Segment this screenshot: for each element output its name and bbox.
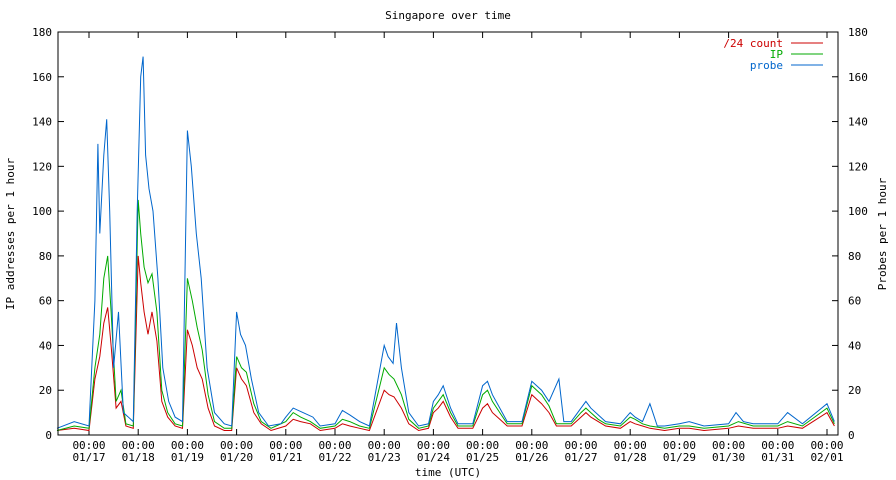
y-tick-label: 40 <box>39 339 52 352</box>
x-tick-date-label: 02/01 <box>810 451 843 464</box>
y-tick-label: 140 <box>32 116 52 129</box>
series-line <box>56 255 835 432</box>
y-tick-label: 0 <box>45 429 52 442</box>
x-tick-time-label: 00:00 <box>466 439 499 452</box>
x-axis-label: time (UTC) <box>415 466 481 479</box>
y2-tick-label: 60 <box>848 295 861 308</box>
x-tick-date-label: 01/25 <box>466 451 499 464</box>
chart-title: Singapore over time <box>385 9 511 22</box>
y-tick-label: 80 <box>39 250 52 263</box>
x-tick-time-label: 00:00 <box>810 439 843 452</box>
y2-tick-label: 120 <box>848 160 868 173</box>
x-tick-time-label: 00:00 <box>564 439 597 452</box>
x-tick-date-label: 01/22 <box>318 451 351 464</box>
x-tick-time-label: 00:00 <box>269 439 302 452</box>
axes: 0 0 20 20 40 40 60 60 80 80 100 100 120 120 140 140 160 1… <box>32 26 868 464</box>
x-tick-date-label: 01/31 <box>761 451 794 464</box>
x-tick-time-label: 00:00 <box>712 439 745 452</box>
x-tick-time-label: 00:00 <box>368 439 401 452</box>
y2-tick-label: 0 <box>848 429 855 442</box>
x-tick-date-label: 01/23 <box>368 451 401 464</box>
x-tick-time-label: 00:00 <box>761 439 794 452</box>
y2-tick-label: 180 <box>848 26 868 39</box>
x-tick-date-label: 01/26 <box>515 451 548 464</box>
y2-axis-label: Probes per 1 hour <box>876 177 889 290</box>
legend-label: IP <box>770 48 784 61</box>
y2-tick-label: 140 <box>848 116 868 129</box>
y-axis-label: IP addresses per 1 hour <box>4 157 17 310</box>
x-tick-time-label: 00:00 <box>417 439 450 452</box>
x-tick-time-label: 00:00 <box>614 439 647 452</box>
legend-label: /24 count <box>723 37 783 50</box>
plot-border <box>57 31 839 436</box>
x-tick-date-label: 01/21 <box>269 451 302 464</box>
x-tick-date-label: 01/18 <box>122 451 155 464</box>
y2-tick-label: 100 <box>848 205 868 218</box>
series-line <box>56 56 835 429</box>
legend-label: probe <box>750 59 783 72</box>
y2-tick-label: 20 <box>848 384 861 397</box>
y-tick-label: 180 <box>32 26 52 39</box>
y-tick-label: 60 <box>39 295 52 308</box>
plot-lines <box>56 56 835 432</box>
y2-tick-label: 40 <box>848 339 861 352</box>
series-line <box>56 199 835 431</box>
x-tick-time-label: 00:00 <box>318 439 351 452</box>
x-tick-date-label: 01/20 <box>220 451 253 464</box>
x-tick-date-label: 01/24 <box>417 451 450 464</box>
y2-tick-label: 80 <box>848 250 861 263</box>
plot-frame <box>57 31 839 436</box>
x-tick-date-label: 01/28 <box>614 451 647 464</box>
x-tick-time-label: 00:00 <box>72 439 105 452</box>
x-tick-time-label: 00:00 <box>220 439 253 452</box>
x-tick-date-label: 01/29 <box>663 451 696 464</box>
y-tick-label: 120 <box>32 160 52 173</box>
x-tick-time-label: 00:00 <box>171 439 204 452</box>
x-tick-date-label: 01/17 <box>72 451 105 464</box>
x-tick-time-label: 00:00 <box>663 439 696 452</box>
y-tick-label: 20 <box>39 384 52 397</box>
x-tick-time-label: 00:00 <box>122 439 155 452</box>
x-tick-time-label: 00:00 <box>515 439 548 452</box>
y-tick-label: 160 <box>32 71 52 84</box>
x-tick-date-label: 01/30 <box>712 451 745 464</box>
y2-tick-label: 160 <box>848 71 868 84</box>
x-tick-date-label: 01/19 <box>171 451 204 464</box>
y-tick-label: 100 <box>32 205 52 218</box>
x-tick-date-label: 01/27 <box>564 451 597 464</box>
